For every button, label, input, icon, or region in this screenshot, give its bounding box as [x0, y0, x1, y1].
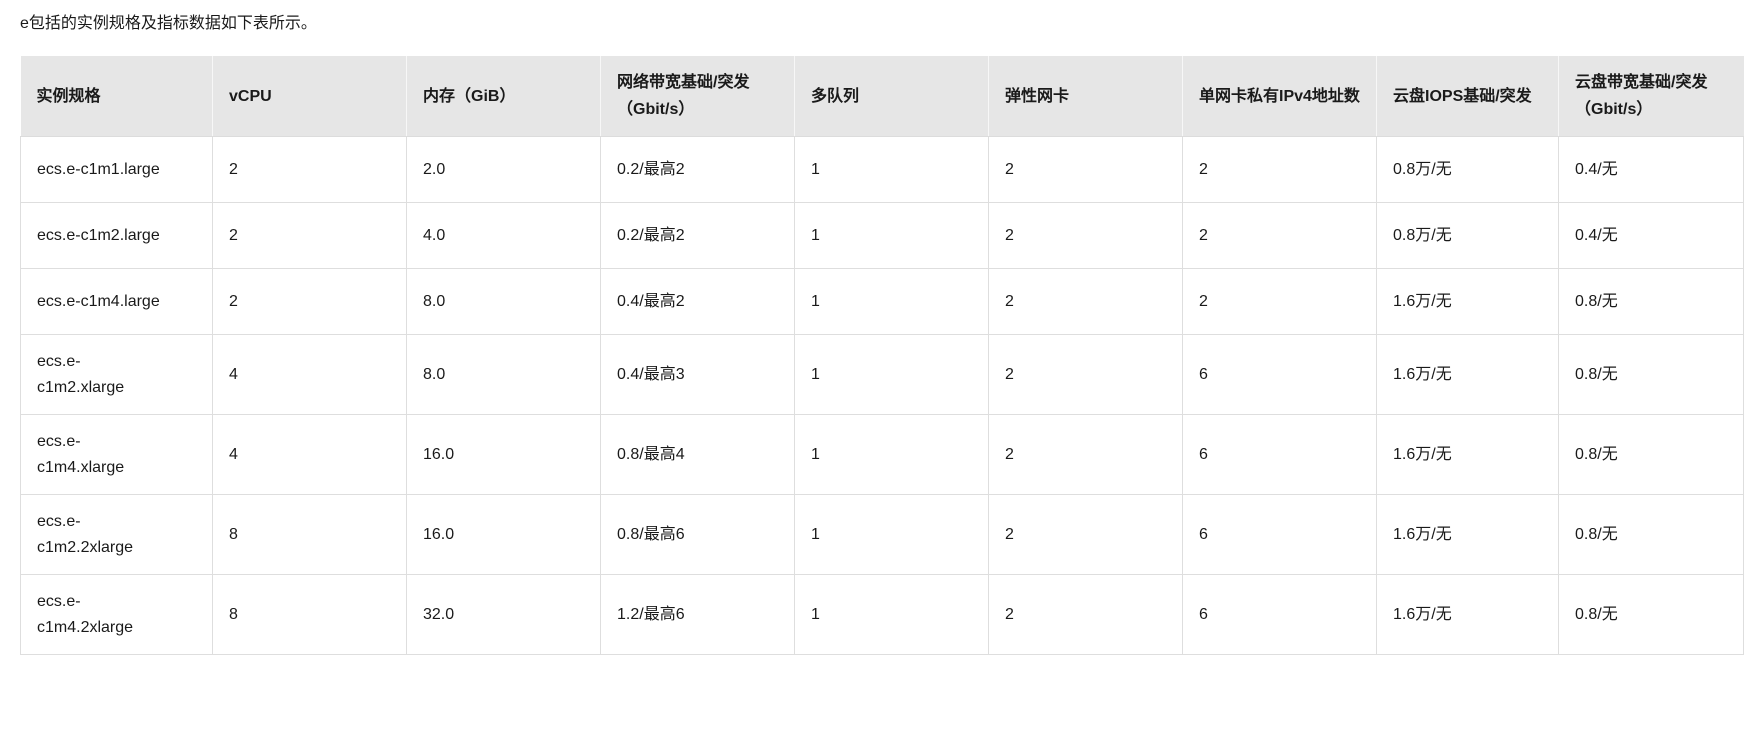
cell-vcpu: 2: [212, 268, 407, 335]
cell-spec: ecs.e-c1m4.xlarge: [20, 414, 213, 495]
column-header-disk-bandwidth: 云盘带宽基础/突发（Gbit/s）: [1558, 56, 1744, 137]
cell-network-bandwidth: 0.8/最高4: [600, 414, 795, 495]
cell-vcpu: 2: [212, 136, 407, 203]
cell-vcpu: 2: [212, 202, 407, 269]
cell-memory: 8.0: [406, 334, 601, 415]
instance-spec-name: ecs.e-c1m4.xlarge: [37, 432, 125, 476]
cell-multi-queue: 1: [794, 334, 989, 415]
cell-spec: ecs.e-c1m4.large: [20, 268, 213, 335]
instance-spec-name: ecs.e-c1m2.large: [37, 226, 160, 244]
cell-network-bandwidth: 0.4/最高3: [600, 334, 795, 415]
cell-disk-iops: 1.6万/无: [1376, 574, 1559, 655]
cell-memory: 16.0: [406, 494, 601, 575]
cell-eni: 2: [988, 494, 1183, 575]
column-header-network-bandwidth: 网络带宽基础/突发（Gbit/s）: [600, 56, 795, 137]
cell-multi-queue: 1: [794, 494, 989, 575]
cell-disk-bandwidth: 0.4/无: [1558, 202, 1744, 269]
column-header-disk-iops: 云盘IOPS基础/突发: [1376, 56, 1559, 137]
cell-multi-queue: 1: [794, 202, 989, 269]
cell-disk-iops: 1.6万/无: [1376, 268, 1559, 335]
cell-network-bandwidth: 0.2/最高2: [600, 202, 795, 269]
cell-eni: 2: [988, 414, 1183, 495]
cell-disk-bandwidth: 0.8/无: [1558, 414, 1744, 495]
cell-spec: ecs.e-c1m1.large: [20, 136, 213, 203]
cell-eni: 2: [988, 334, 1183, 415]
cell-eni: 2: [988, 136, 1183, 203]
column-header-vcpu: vCPU: [212, 56, 407, 137]
cell-multi-queue: 1: [794, 136, 989, 203]
cell-vcpu: 8: [212, 494, 407, 575]
cell-vcpu: 4: [212, 334, 407, 415]
cell-disk-iops: 1.6万/无: [1376, 334, 1559, 415]
cell-network-bandwidth: 1.2/最高6: [600, 574, 795, 655]
cell-ipv4-per-eni: 2: [1182, 268, 1377, 335]
table-row: ecs.e-c1m2.large 2 4.0 0.2/最高2 1 2 2 0.8万/无 0.4/…: [20, 202, 1744, 269]
cell-multi-queue: 1: [794, 574, 989, 655]
column-header-multi-queue: 多队列: [794, 56, 989, 137]
cell-spec: ecs.e-c1m2.2xlarge: [20, 494, 213, 575]
cell-memory: 4.0: [406, 202, 601, 269]
table-body: ecs.e-c1m1.large 2 2.0 0.2/最高2 1 2 2 0.8万/无 0.4/…: [20, 136, 1744, 655]
cell-eni: 2: [988, 574, 1183, 655]
cell-ipv4-per-eni: 6: [1182, 334, 1377, 415]
instance-spec-name: ecs.e-c1m2.2xlarge: [37, 512, 134, 556]
table-row: ecs.e-c1m4.2xlarge 8 32.0 1.2/最高6 1 2 6 1.6万/无 0…: [20, 574, 1744, 655]
cell-memory: 32.0: [406, 574, 601, 655]
table-row: ecs.e-c1m1.large 2 2.0 0.2/最高2 1 2 2 0.8万/无 0.4/…: [20, 136, 1744, 203]
intro-text: e包括的实例规格及指标数据如下表所示。: [20, 15, 317, 32]
instance-spec-name: ecs.e-c1m2.xlarge: [37, 352, 125, 396]
table-row: ecs.e-c1m4.large 2 8.0 0.4/最高2 1 2 2 1.6万/无 0.8/…: [20, 268, 1744, 335]
table-row: ecs.e-c1m4.xlarge 4 16.0 0.8/最高4 1 2 6 1.6万/无 0.…: [20, 414, 1744, 495]
column-header-memory: 内存（GiB）: [406, 56, 601, 137]
cell-memory: 2.0: [406, 136, 601, 203]
cell-ipv4-per-eni: 6: [1182, 414, 1377, 495]
table-row: ecs.e-c1m2.2xlarge 8 16.0 0.8/最高6 1 2 6 1.6万/无 0…: [20, 494, 1744, 575]
cell-disk-iops: 1.6万/无: [1376, 414, 1559, 495]
cell-ipv4-per-eni: 2: [1182, 202, 1377, 269]
cell-memory: 8.0: [406, 268, 601, 335]
cell-disk-bandwidth: 0.8/无: [1558, 268, 1744, 335]
instance-spec-name: ecs.e-c1m4.2xlarge: [37, 592, 134, 636]
cell-eni: 2: [988, 202, 1183, 269]
cell-eni: 2: [988, 268, 1183, 335]
column-header-spec: 实例规格: [20, 56, 213, 137]
table-row: ecs.e-c1m2.xlarge 4 8.0 0.4/最高3 1 2 6 1.6万/无 0.8…: [20, 334, 1744, 415]
cell-disk-bandwidth: 0.4/无: [1558, 136, 1744, 203]
cell-disk-iops: 0.8万/无: [1376, 136, 1559, 203]
instance-spec-name: ecs.e-c1m4.large: [37, 292, 160, 310]
cell-network-bandwidth: 0.2/最高2: [600, 136, 795, 203]
column-header-ipv4-per-eni: 单网卡私有IPv4地址数: [1182, 56, 1377, 137]
cell-spec: ecs.e-c1m4.2xlarge: [20, 574, 213, 655]
cell-multi-queue: 1: [794, 414, 989, 495]
column-header-eni: 弹性网卡: [988, 56, 1183, 137]
cell-disk-bandwidth: 0.8/无: [1558, 574, 1744, 655]
cell-ipv4-per-eni: 2: [1182, 136, 1377, 203]
cell-vcpu: 8: [212, 574, 407, 655]
cell-vcpu: 4: [212, 414, 407, 495]
cell-disk-bandwidth: 0.8/无: [1558, 334, 1744, 415]
cell-disk-iops: 0.8万/无: [1376, 202, 1559, 269]
cell-memory: 16.0: [406, 414, 601, 495]
cell-network-bandwidth: 0.4/最高2: [600, 268, 795, 335]
cell-ipv4-per-eni: 6: [1182, 574, 1377, 655]
cell-disk-bandwidth: 0.8/无: [1558, 494, 1744, 575]
cell-network-bandwidth: 0.8/最高6: [600, 494, 795, 575]
cell-spec: ecs.e-c1m2.xlarge: [20, 334, 213, 415]
cell-ipv4-per-eni: 6: [1182, 494, 1377, 575]
instance-spec-table: 实例规格 vCPU 内存（GiB） 网络带宽基础/突发（Gbit/s） 多队列 弹性网卡单…: [20, 56, 1744, 655]
cell-disk-iops: 1.6万/无: [1376, 494, 1559, 575]
cell-spec: ecs.e-c1m2.large: [20, 202, 213, 269]
cell-multi-queue: 1: [794, 268, 989, 335]
instance-spec-name: ecs.e-c1m1.large: [37, 160, 160, 178]
header-row: 实例规格 vCPU 内存（GiB） 网络带宽基础/突发（Gbit/s） 多队列 弹性网卡单…: [20, 56, 1744, 137]
